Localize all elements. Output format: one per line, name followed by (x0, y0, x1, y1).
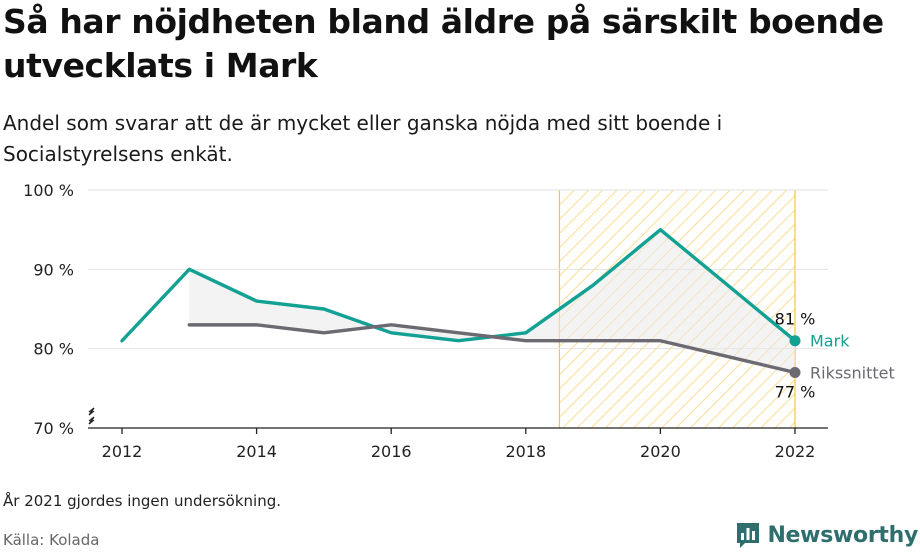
x-tick-label: 2012 (102, 442, 143, 461)
value-label-rikssnittet: 77 % (775, 382, 816, 401)
axis-break-icon (88, 416, 95, 425)
x-tick-label: 2016 (371, 442, 412, 461)
source-text: Källa: Kolada (3, 531, 100, 549)
series-label-mark: Mark (810, 332, 850, 351)
series-line-rikssnittet (187, 323, 797, 375)
x-tick-label: 2022 (775, 442, 816, 461)
brand-name: Newsworthy (767, 522, 918, 548)
axis-break-icon (88, 407, 95, 416)
chart-subtitle: Andel som svarar att de är mycket eller … (3, 111, 723, 166)
y-tick-label: 80 % (33, 340, 74, 359)
brand-logo: Newsworthy (735, 518, 918, 552)
end-point-rikssnittet (789, 366, 801, 378)
end-point-mark (789, 335, 801, 347)
footnote: År 2021 gjordes ingen undersökning. (3, 492, 282, 510)
difference-area (189, 229, 796, 373)
chart-title: Så har nöjdheten bland äldre på särskilt… (3, 2, 884, 85)
series-label-rikssnittet: Rikssnittet (810, 363, 895, 382)
line-chart: 70 % 80 % 90 % 100 % 2012 2014 2016 2018 2020 202… (23, 181, 895, 461)
y-tick-label: 70 % (33, 419, 74, 438)
x-tick-label: 2018 (505, 442, 546, 461)
series-line-mark (120, 227, 797, 343)
y-tick-label: 100 % (23, 181, 74, 200)
bar-chart-icon (737, 523, 760, 548)
x-tick-label: 2020 (640, 442, 681, 461)
value-label-mark: 81 % (775, 310, 816, 329)
y-tick-label: 90 % (33, 260, 74, 279)
x-tick-label: 2014 (236, 442, 277, 461)
